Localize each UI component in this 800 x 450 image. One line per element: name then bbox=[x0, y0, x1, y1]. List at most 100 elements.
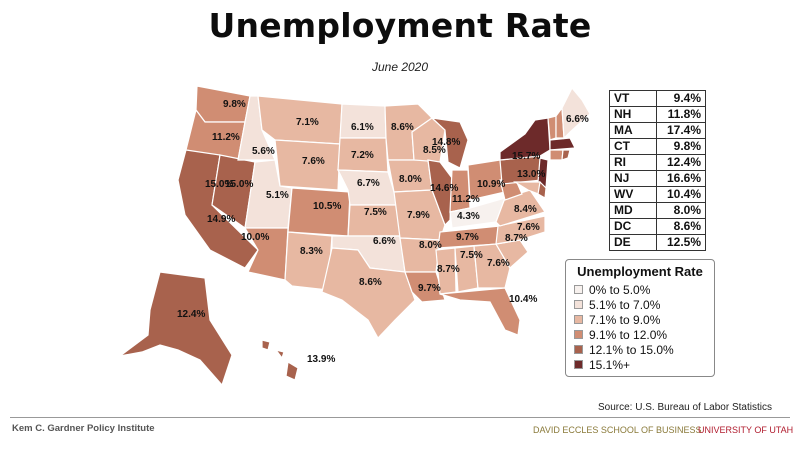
state-value-label-nd: 6.1% bbox=[351, 122, 374, 133]
state-GA bbox=[473, 243, 511, 289]
small-state-row: MA 17.4% bbox=[609, 122, 706, 139]
state-value-label-nc: 7.6% bbox=[517, 222, 540, 233]
small-states-table: VT 9.4% NH 11.8% MA 17.4% CT 9.8% RI 12.4% NJ 16.6%… bbox=[609, 90, 706, 251]
state-MI bbox=[430, 117, 469, 169]
state-RI bbox=[561, 149, 571, 161]
small-state-value: 12.4% bbox=[656, 154, 706, 171]
states-layer bbox=[119, 85, 591, 387]
state-value-label-me: 6.6% bbox=[566, 114, 589, 125]
state-value-label-il: 14.6% bbox=[430, 183, 458, 194]
small-state-row: VT 9.4% bbox=[609, 90, 706, 107]
state-value-label-nv: 15.0% bbox=[205, 179, 233, 190]
state-value-label-ut: 5.1% bbox=[266, 190, 289, 201]
state-value-label-co: 10.5% bbox=[313, 201, 341, 212]
state-value-label-id: 5.6% bbox=[252, 146, 275, 157]
state-labels-layer: 9.8% 11.2% 15.0% 14.9% 15.0% 5.6% 7.1% 7.6% 5.1%… bbox=[177, 99, 589, 365]
state-CT bbox=[549, 149, 564, 161]
state-value-label-mo: 7.9% bbox=[407, 210, 430, 221]
legend-item: 5.1% to 7.0% bbox=[574, 297, 706, 312]
footer-university: UNIVERSITY OF UTAH bbox=[698, 425, 794, 435]
state-LA bbox=[404, 271, 446, 303]
legend-item: 12.1% to 15.0% bbox=[574, 342, 706, 357]
state-value-label-oh: 10.9% bbox=[477, 179, 505, 190]
small-state-value: 17.4% bbox=[656, 122, 706, 139]
small-state-abbr: DC bbox=[609, 218, 657, 235]
small-state-value: 10.4% bbox=[656, 186, 706, 203]
legend-label: 12.1% to 15.0% bbox=[589, 342, 674, 357]
small-state-row: MD 8.0% bbox=[609, 202, 706, 219]
small-state-value: 9.4% bbox=[656, 90, 706, 107]
small-state-abbr: DE bbox=[609, 234, 657, 251]
small-state-abbr: VT bbox=[609, 90, 657, 107]
state-value-label-wa: 9.8% bbox=[223, 99, 246, 110]
state-value-label-ak: 12.4% bbox=[177, 309, 205, 320]
legend-label: 0% to 5.0% bbox=[589, 282, 651, 297]
legend-swatch bbox=[574, 330, 583, 339]
state-WY bbox=[274, 139, 341, 191]
page-subtitle: June 2020 bbox=[371, 60, 429, 74]
small-state-value: 8.0% bbox=[656, 202, 706, 219]
state-value-label-ar: 8.0% bbox=[419, 240, 442, 251]
legend-label: 9.1% to 12.0% bbox=[589, 327, 668, 342]
state-value-label-sd: 7.2% bbox=[351, 150, 374, 161]
state-value-label-ia: 8.0% bbox=[399, 174, 422, 185]
state-value-label-ny: 15.7% bbox=[512, 151, 540, 162]
state-value-label-al: 7.5% bbox=[460, 250, 483, 261]
state-FL bbox=[439, 287, 521, 336]
state-value-label-wi: 8.5% bbox=[423, 145, 446, 156]
legend-label: 7.1% to 9.0% bbox=[589, 312, 661, 327]
footer-school: DAVID ECCLES SCHOOL OF BUSINESS bbox=[533, 425, 702, 435]
state-value-label-va: 8.4% bbox=[514, 204, 537, 215]
legend-swatch bbox=[574, 360, 583, 369]
small-state-row: RI 12.4% bbox=[609, 154, 706, 171]
page-title: Unemployment Rate bbox=[208, 6, 592, 45]
state-value-label-wy: 7.6% bbox=[302, 156, 325, 167]
state-value-label-mn: 8.6% bbox=[391, 122, 414, 133]
legend-item: 7.1% to 9.0% bbox=[574, 312, 706, 327]
state-value-label-ms: 8.7% bbox=[437, 264, 460, 275]
legend-item: 0% to 5.0% bbox=[574, 282, 706, 297]
state-value-label-or: 11.2% bbox=[212, 132, 240, 143]
small-state-row: DE 12.5% bbox=[609, 234, 706, 251]
legend-swatch bbox=[574, 345, 583, 354]
footer-divider bbox=[10, 417, 790, 418]
state-VT bbox=[547, 115, 557, 141]
state-value-label-mt: 7.1% bbox=[296, 117, 319, 128]
small-state-abbr: WV bbox=[609, 186, 657, 203]
state-ME bbox=[561, 86, 591, 140]
state-TX bbox=[321, 247, 416, 340]
state-value-label-ca: 15.0% bbox=[225, 179, 253, 190]
legend-item: 15.1%+ bbox=[574, 357, 706, 372]
state-NC bbox=[495, 215, 546, 245]
small-state-abbr: NH bbox=[609, 106, 657, 123]
legend-label: 5.1% to 7.0% bbox=[589, 297, 661, 312]
state-value-label-ky: 4.3% bbox=[457, 211, 480, 222]
legend: Unemployment Rate 0% to 5.0% 5.1% to 7.0%… bbox=[565, 259, 715, 377]
state-value-label-az: 10.0% bbox=[241, 232, 269, 243]
state-value-label-hi: 13.9% bbox=[307, 354, 335, 365]
small-state-value: 8.6% bbox=[656, 218, 706, 235]
state-CO bbox=[287, 187, 351, 237]
small-state-abbr: MA bbox=[609, 122, 657, 139]
small-state-row: CT 9.8% bbox=[609, 138, 706, 155]
small-state-abbr: RI bbox=[609, 154, 657, 171]
small-state-row: NH 11.8% bbox=[609, 106, 706, 123]
legend-item: 9.1% to 12.0% bbox=[574, 327, 706, 342]
state-value-label-ca-south: 14.9% bbox=[207, 214, 235, 225]
small-state-value: 16.6% bbox=[656, 170, 706, 187]
small-state-value: 12.5% bbox=[656, 234, 706, 251]
small-state-row: WV 10.4% bbox=[609, 186, 706, 203]
legend-swatch bbox=[574, 300, 583, 309]
state-value-label-ne: 6.7% bbox=[357, 178, 380, 189]
state-AK bbox=[119, 271, 233, 387]
state-value-label-in: 11.2% bbox=[452, 194, 480, 205]
state-NM bbox=[284, 231, 333, 291]
legend-swatch bbox=[574, 315, 583, 324]
footer-institute: Kem C. Gardner Policy Institute bbox=[12, 423, 155, 434]
state-AZ bbox=[243, 227, 289, 281]
state-value-label-pa: 13.0% bbox=[517, 169, 545, 180]
state-IL bbox=[427, 159, 453, 227]
state-MA bbox=[549, 137, 576, 151]
state-value-label-tx: 8.6% bbox=[359, 277, 382, 288]
